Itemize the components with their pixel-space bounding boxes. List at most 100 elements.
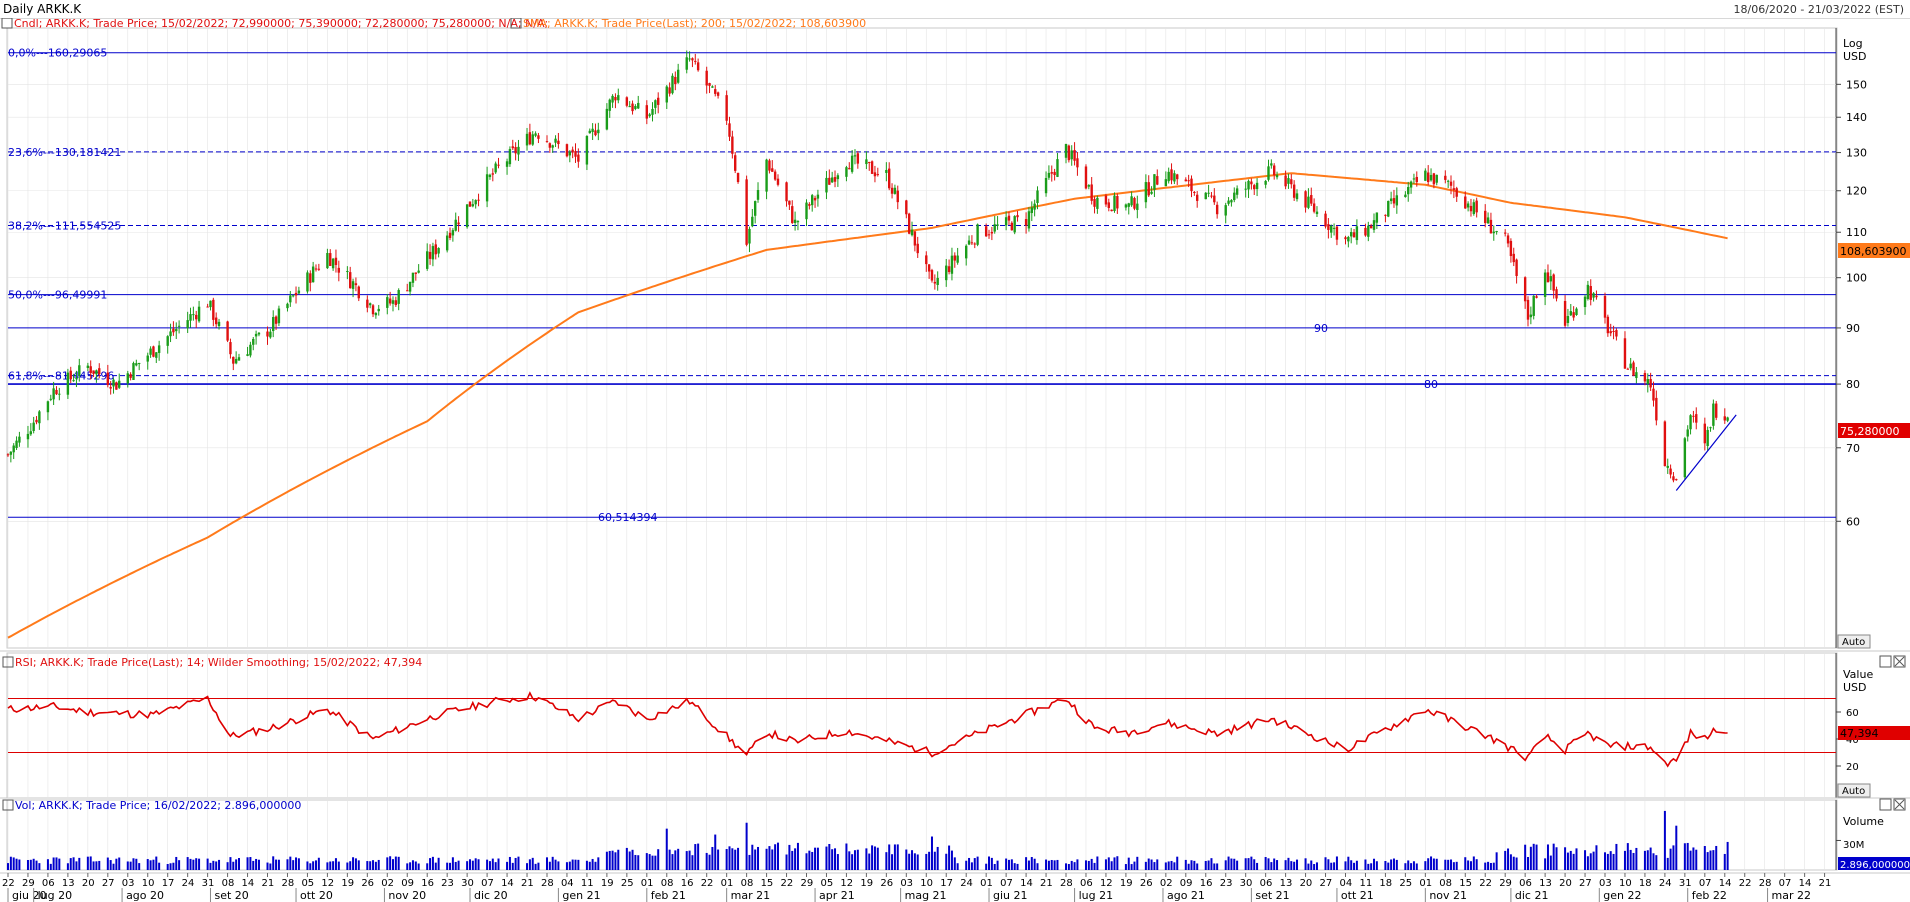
support-trendline	[1675, 414, 1737, 491]
volume-bar	[1507, 848, 1510, 870]
candle-body	[1706, 429, 1709, 447]
volume-bar	[66, 863, 69, 870]
candle-body	[830, 177, 834, 183]
candle-body	[397, 290, 400, 304]
volume-bar	[417, 863, 420, 870]
candle-body	[933, 281, 937, 284]
volume-bar	[945, 853, 948, 870]
volume-bar	[1253, 859, 1256, 870]
rsi-legend: RSI; ARKK.K; Trade Price(Last); 14; Wild…	[2, 656, 422, 669]
settings-icon[interactable]	[1, 18, 13, 29]
volume-bar	[1709, 850, 1712, 870]
candle-body	[1572, 312, 1575, 318]
rsi-window-buttons[interactable]	[1879, 655, 1906, 668]
volume-bar	[1233, 858, 1236, 870]
candle-body	[984, 226, 988, 237]
rsi-legend-text: RSI; ARKK.K; Trade Price(Last); 14; Wild…	[15, 656, 422, 669]
candle-body	[1583, 296, 1587, 308]
candle-body	[229, 342, 232, 355]
candle-body	[725, 95, 728, 121]
price-auto-button[interactable]	[1837, 634, 1871, 649]
chart-title: Daily ARKK.K	[3, 2, 82, 16]
x-day-label: 01	[641, 878, 654, 889]
maximize-icon[interactable]	[1879, 798, 1892, 811]
settings-icon[interactable]	[2, 656, 14, 668]
candle-body	[1523, 277, 1527, 302]
volume-bar	[1244, 858, 1247, 870]
volume-bar	[389, 856, 392, 870]
candle-body	[850, 155, 854, 172]
volume-bar	[531, 857, 534, 870]
x-month-label: nov 20	[388, 889, 426, 902]
settings-icon[interactable]	[2, 799, 14, 811]
x-day-label: 10	[1619, 878, 1632, 889]
x-day-label: 06	[1519, 878, 1532, 889]
volume-bar	[1084, 860, 1087, 870]
trendline[interactable]	[1675, 414, 1737, 491]
last-price-tag	[1838, 423, 1910, 438]
volume-window-buttons[interactable]	[1879, 798, 1906, 811]
x-day-label: 07	[1000, 878, 1013, 889]
volume-bar	[7, 863, 9, 870]
volume-bar	[1193, 860, 1196, 870]
x-day-label: 03	[900, 878, 913, 889]
candle-body	[1290, 179, 1293, 185]
x-day-label: 19	[1120, 878, 1133, 889]
candle-body	[976, 224, 979, 245]
candle-body	[95, 370, 98, 375]
volume-bar	[973, 858, 976, 870]
volume-bar	[745, 822, 748, 870]
candle-body	[485, 174, 489, 202]
candle-body	[1207, 192, 1210, 194]
volume-bar	[1293, 861, 1296, 870]
volume-bar	[1450, 859, 1453, 870]
candle-body	[885, 169, 888, 173]
x-day-label: 19	[601, 878, 614, 889]
volume-bar	[46, 859, 49, 870]
volume-bar	[1467, 860, 1470, 870]
candle-body	[1315, 211, 1319, 215]
candle-body	[796, 221, 800, 223]
volume-bar	[1350, 860, 1353, 870]
x-day-label: 22	[781, 878, 794, 889]
horizontal-line-label: 90	[1314, 322, 1328, 335]
maximize-icon[interactable]	[1879, 655, 1892, 668]
volume-bar	[774, 844, 777, 870]
rsi-axis-unit: USD	[1843, 681, 1867, 694]
rsi-auto-button[interactable]	[1837, 783, 1871, 798]
candle-body	[711, 86, 714, 88]
candle-body	[491, 173, 495, 175]
volume-bar	[352, 857, 355, 870]
volume-bar	[1410, 863, 1413, 870]
volume-bar	[78, 857, 81, 870]
candle-body	[55, 389, 58, 395]
volume-bar	[1435, 858, 1438, 870]
volume-bar	[885, 852, 888, 870]
volume-bar	[936, 846, 939, 870]
candle-body	[189, 314, 192, 321]
settings-icon[interactable]	[510, 18, 522, 29]
volume-bar	[215, 861, 218, 870]
volume-bar	[1224, 860, 1227, 870]
x-day-label: 22	[1479, 878, 1492, 889]
volume-bar	[468, 859, 471, 870]
candle-body	[209, 300, 212, 308]
volume-bar	[272, 856, 275, 870]
x-day-label: 17	[940, 878, 953, 889]
fib-label: 61,8%---81,445296	[8, 370, 114, 383]
candle-body	[745, 179, 748, 245]
candle-body	[1549, 276, 1553, 282]
candle-body	[1372, 220, 1376, 230]
volume-bar	[1606, 853, 1609, 870]
x-day-label: 29	[801, 878, 814, 889]
rsi-tick-label: 40	[1846, 735, 1859, 746]
last-price-tag-text: 75,280000	[1840, 425, 1900, 438]
candle-body	[771, 168, 774, 172]
rsi-line	[7, 691, 1728, 768]
candle-body	[166, 336, 169, 346]
x-day-label: 09	[1180, 878, 1193, 889]
candle-body	[970, 242, 974, 244]
candle-body	[391, 300, 395, 304]
candle-body	[426, 251, 429, 269]
